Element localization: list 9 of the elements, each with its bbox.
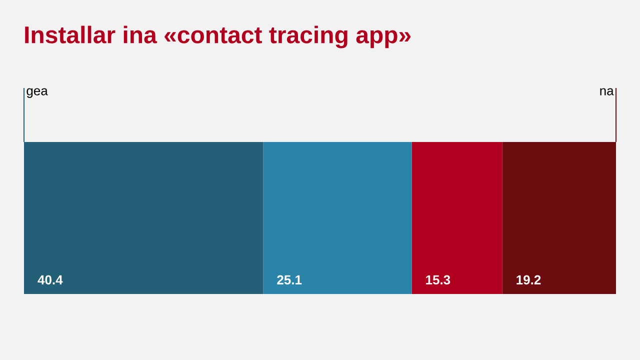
chart-title: Installar ina «contact tracing app» — [25, 26, 411, 48]
data-label: 25.1 — [277, 275, 302, 284]
data-label: 15.3 — [426, 275, 450, 284]
bar — [412, 142, 502, 294]
data-label: 40.4 — [38, 275, 63, 284]
bar — [263, 142, 412, 294]
data-label: 19.2 — [516, 275, 541, 284]
text: gea — [26, 88, 48, 98]
text: na — [600, 88, 614, 96]
